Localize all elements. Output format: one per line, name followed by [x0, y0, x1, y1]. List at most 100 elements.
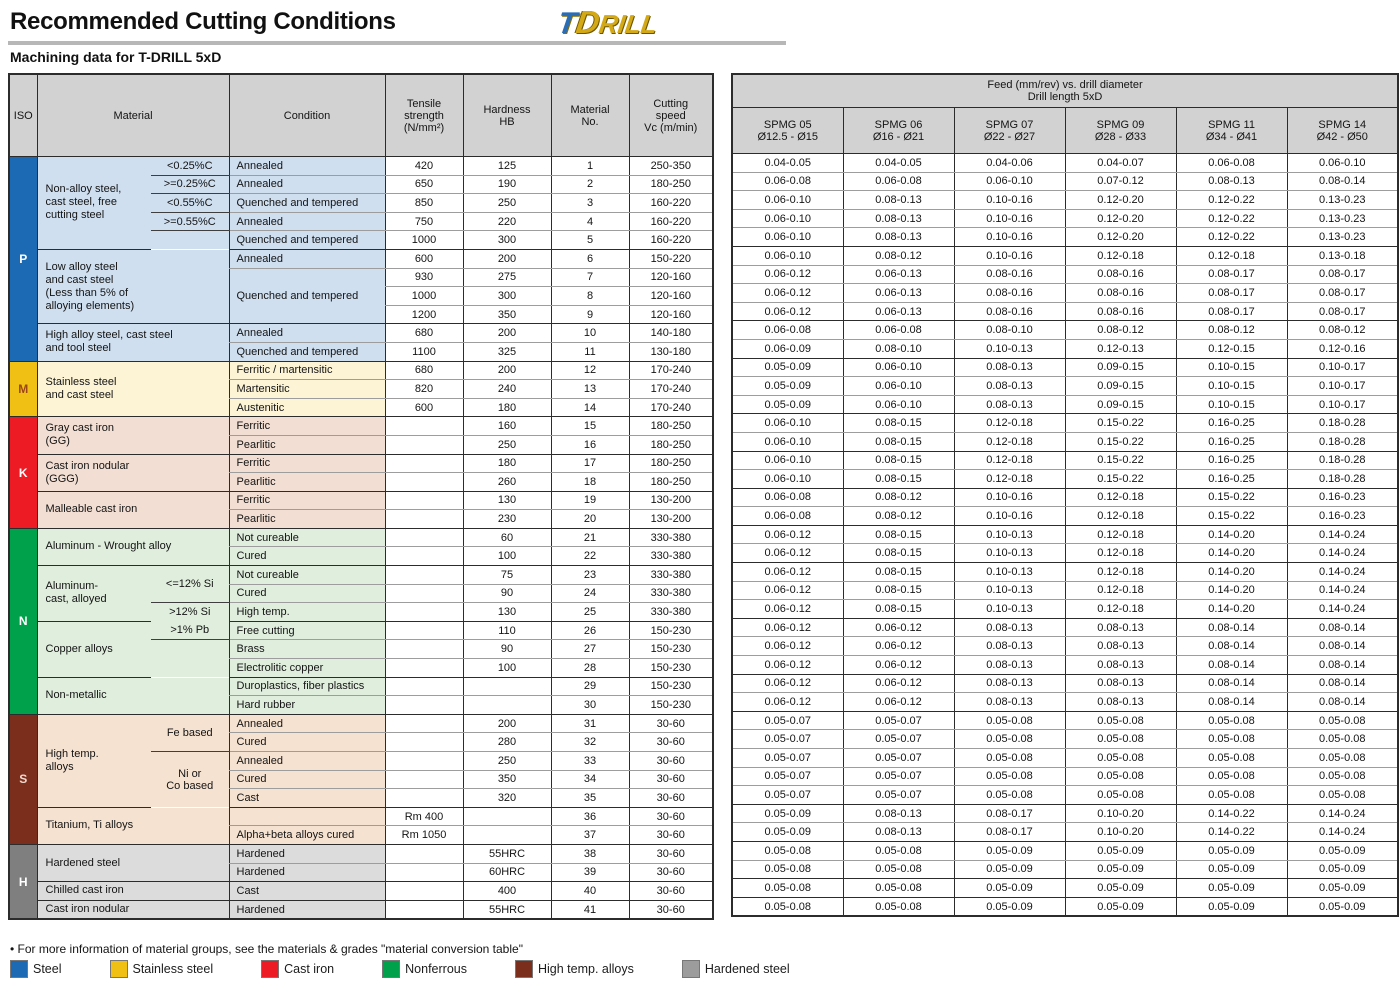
- feed-table: Feed (mm/rev) vs. drill diameter Drill l…: [731, 73, 1399, 918]
- feed-cell: 0.10-0.20: [1064, 804, 1176, 824]
- feed-cell: 0.05-0.09: [1286, 860, 1398, 880]
- feed-cell: 0.05-0.09: [1064, 841, 1176, 861]
- feed-row: 0.06-0.12 0.08-0.15 0.10-0.13 0.12-0.18 0.14…: [731, 543, 1398, 564]
- hardness-cell: 55HRC: [462, 844, 551, 864]
- hardness-cell: 250: [462, 435, 551, 455]
- table-row: Quenched and tempered 930 275 7 120-160: [9, 268, 713, 325]
- cutting-speed-cell: 120-160: [628, 286, 713, 306]
- material-sub-cell: [151, 639, 229, 678]
- feed-cell: 0.08-0.17: [953, 804, 1065, 824]
- feed-cell: 0.08-0.13: [953, 655, 1065, 675]
- feed-cell: 0.08-0.16: [1064, 265, 1176, 285]
- tensile-header: Tensile strength (N/mm²): [384, 73, 464, 157]
- feed-cell: 0.05-0.09: [731, 376, 843, 396]
- material-cell: High temp. alloys: [37, 714, 151, 808]
- feed-cell: 0.05-0.08: [842, 897, 954, 917]
- table-row: Low alloy steel and cast steel (Less tha…: [9, 249, 713, 325]
- legend-item: High temp. alloys: [514, 960, 634, 978]
- cutting-speed-cell: 30-60: [628, 825, 713, 845]
- cutting-speed-cell: 140-180: [628, 323, 713, 343]
- feed-cell: 0.06-0.12: [731, 525, 843, 545]
- condition-cell: Duroplastics, fiber plastics: [228, 677, 385, 697]
- feed-cell: 0.12-0.18: [1064, 246, 1176, 266]
- feed-row: 0.06-0.08 0.06-0.08 0.08-0.10 0.08-0.12 0.08…: [731, 320, 1398, 340]
- cutting-speed-header: Cutting speed Vc (m/min): [628, 73, 714, 157]
- legend-swatch: [681, 960, 700, 978]
- feed-cell: 0.12-0.22: [1175, 227, 1287, 247]
- feed-cell: 0.14-0.24: [1286, 562, 1398, 582]
- feed-cell: 0.08-0.13: [842, 227, 954, 247]
- feed-cell: 0.05-0.08: [1175, 748, 1287, 768]
- spmg-col-header: SPMG 07 Ø22 - Ø27: [953, 107, 1066, 154]
- feed-row: 0.06-0.08 0.08-0.12 0.10-0.16 0.12-0.18 0.15…: [731, 488, 1398, 508]
- feed-cell: 0.05-0.07: [842, 711, 954, 731]
- material-sub-cell: [151, 230, 229, 250]
- feed-cell: 0.08-0.17: [1175, 265, 1287, 285]
- material-no-cell: 7: [550, 268, 629, 288]
- feed-cell: 0.10-0.13: [953, 562, 1065, 582]
- material-no-cell: 22: [550, 546, 629, 567]
- feed-cell: 0.08-0.14: [1286, 172, 1398, 192]
- table-row: Cast 320 35 30-60: [9, 788, 713, 808]
- hardness-cell: 350: [462, 770, 551, 790]
- condition-cell: Ferritic: [228, 454, 385, 474]
- feed-cell: 0.15-0.22: [1064, 469, 1176, 489]
- cutting-speed-cell: 170-240: [628, 398, 713, 418]
- feed-cell: 0.06-0.12: [731, 674, 843, 694]
- feed-cell: 0.05-0.08: [1064, 767, 1176, 787]
- feed-cell: 0.08-0.14: [1175, 692, 1287, 712]
- hardness-cell: 190: [462, 175, 551, 195]
- legend-label: Steel: [33, 962, 62, 976]
- material-no-cell: 2: [550, 175, 629, 195]
- cutting-speed-cell: 130-200: [628, 491, 713, 511]
- feed-cell: 0.10-0.16: [953, 506, 1065, 526]
- legend-swatch: [10, 960, 28, 978]
- feed-cell: 0.05-0.09: [1064, 897, 1176, 917]
- material-no-cell: 6: [550, 249, 629, 269]
- feed-cell: 0.05-0.09: [1286, 878, 1398, 898]
- feed-cell: 0.08-0.12: [1286, 320, 1398, 340]
- material-no-cell: 30: [550, 695, 629, 715]
- feed-cell: 0.06-0.13: [842, 302, 954, 322]
- tensile-cell: 930: [384, 268, 463, 288]
- table-row: <0.55%C Quenched and tempered 850 250 3 160-2…: [9, 193, 713, 213]
- left-table: ISO Material Condition Tensile strength …: [8, 73, 714, 921]
- feed-cell: 0.16-0.25: [1175, 469, 1287, 489]
- feed-cell: 0.05-0.08: [953, 729, 1065, 749]
- feed-cell: 0.12-0.22: [1175, 209, 1287, 229]
- material-no-cell: 10: [550, 323, 629, 343]
- feed-cell: 0.06-0.10: [731, 227, 843, 247]
- material-no-cell: 39: [550, 863, 629, 883]
- feed-cell: 0.05-0.09: [1175, 841, 1287, 861]
- table-row: Aluminum- cast, alloyed <=12% Si Not curea…: [9, 565, 713, 622]
- page-title: Recommended Cutting Conditions: [10, 8, 396, 35]
- condition-cell: Annealed: [228, 175, 385, 195]
- material-cell: Chilled cast iron: [37, 881, 229, 901]
- cutting-speed-cell: 30-60: [628, 900, 713, 920]
- table-row: High alloy steel, cast steel and tool st…: [9, 323, 713, 362]
- iso-cell: P: [8, 156, 38, 362]
- feed-cell: 0.08-0.10: [842, 339, 954, 359]
- material-no-cell: 21: [550, 528, 629, 548]
- legend-swatch: [382, 960, 401, 978]
- cutting-speed-cell: 30-60: [628, 788, 713, 808]
- hardness-cell: 180: [462, 398, 551, 418]
- condition-cell: Quenched and tempered: [228, 193, 385, 213]
- feed-cell: 0.08-0.13: [1064, 655, 1176, 675]
- cutting-speed-cell: 160-220: [628, 230, 713, 250]
- feed-cell: 0.12-0.18: [1064, 525, 1176, 545]
- cutting-speed-cell: 180-250: [628, 454, 713, 474]
- material-sub-cell: <0.55%C: [151, 193, 229, 213]
- feed-cell: 0.05-0.07: [731, 767, 843, 787]
- tensile-cell: [384, 509, 463, 529]
- feed-cell: 0.08-0.13: [953, 636, 1065, 657]
- feed-cell: 0.06-0.12: [731, 618, 843, 638]
- feed-cell: 0.05-0.08: [1286, 748, 1398, 768]
- feed-cell: 0.05-0.08: [1175, 785, 1287, 805]
- material-cell: Hardened steel: [37, 844, 229, 883]
- hardness-cell: [462, 695, 551, 715]
- feed-cell: 0.14-0.24: [1286, 543, 1398, 564]
- hardness-cell: 240: [462, 379, 551, 399]
- table-row: P Non-alloy steel, cast steel, free cutti…: [8, 156, 713, 362]
- feed-cell: 0.12-0.18: [1064, 488, 1176, 508]
